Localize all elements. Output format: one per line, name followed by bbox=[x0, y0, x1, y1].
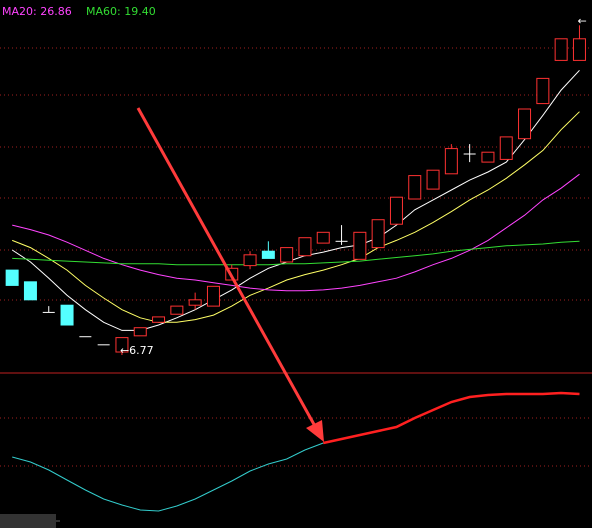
candle-body bbox=[23, 281, 37, 301]
candle-body bbox=[481, 151, 495, 163]
arrow-shaft bbox=[136, 107, 318, 429]
plot: ←6.77←29204.52 bbox=[2, 14, 587, 527]
candle-body bbox=[536, 77, 550, 105]
candle-body bbox=[60, 304, 74, 326]
candle-body bbox=[280, 247, 294, 263]
line-series bbox=[12, 442, 324, 512]
candle-body bbox=[554, 38, 568, 61]
grid bbox=[0, 47, 592, 467]
legend-entry: MA60: 19.40 bbox=[86, 5, 156, 18]
candle-body bbox=[426, 169, 440, 190]
candle-body bbox=[115, 337, 129, 353]
legend-entry: MA20: 26.86 bbox=[2, 5, 72, 18]
candle-body bbox=[5, 269, 19, 286]
candle-body bbox=[170, 305, 184, 315]
annotation: ← bbox=[577, 14, 586, 27]
line-series bbox=[323, 391, 580, 445]
line-series bbox=[12, 240, 580, 266]
candle-body bbox=[243, 254, 257, 267]
line-series bbox=[12, 173, 580, 292]
candle-body bbox=[408, 175, 422, 200]
line-series bbox=[11, 69, 580, 331]
arrow-head bbox=[306, 420, 324, 442]
candle-body bbox=[518, 108, 532, 140]
candle-body bbox=[572, 38, 586, 61]
candle-body bbox=[371, 219, 385, 249]
candle-body bbox=[152, 316, 166, 323]
candle-body bbox=[499, 136, 513, 160]
annotation: ←6.77 bbox=[120, 344, 154, 357]
line-series bbox=[12, 111, 580, 323]
candle-body bbox=[444, 148, 458, 175]
arrow bbox=[136, 107, 324, 442]
axis-label-box bbox=[0, 514, 56, 528]
candle-body bbox=[206, 285, 220, 307]
candle-body bbox=[389, 196, 403, 225]
candle-body bbox=[298, 237, 312, 257]
candle-body bbox=[188, 299, 202, 306]
candle-body bbox=[133, 327, 147, 337]
candle-body bbox=[261, 250, 275, 259]
candle-body bbox=[316, 231, 330, 244]
candle-body bbox=[353, 231, 367, 260]
